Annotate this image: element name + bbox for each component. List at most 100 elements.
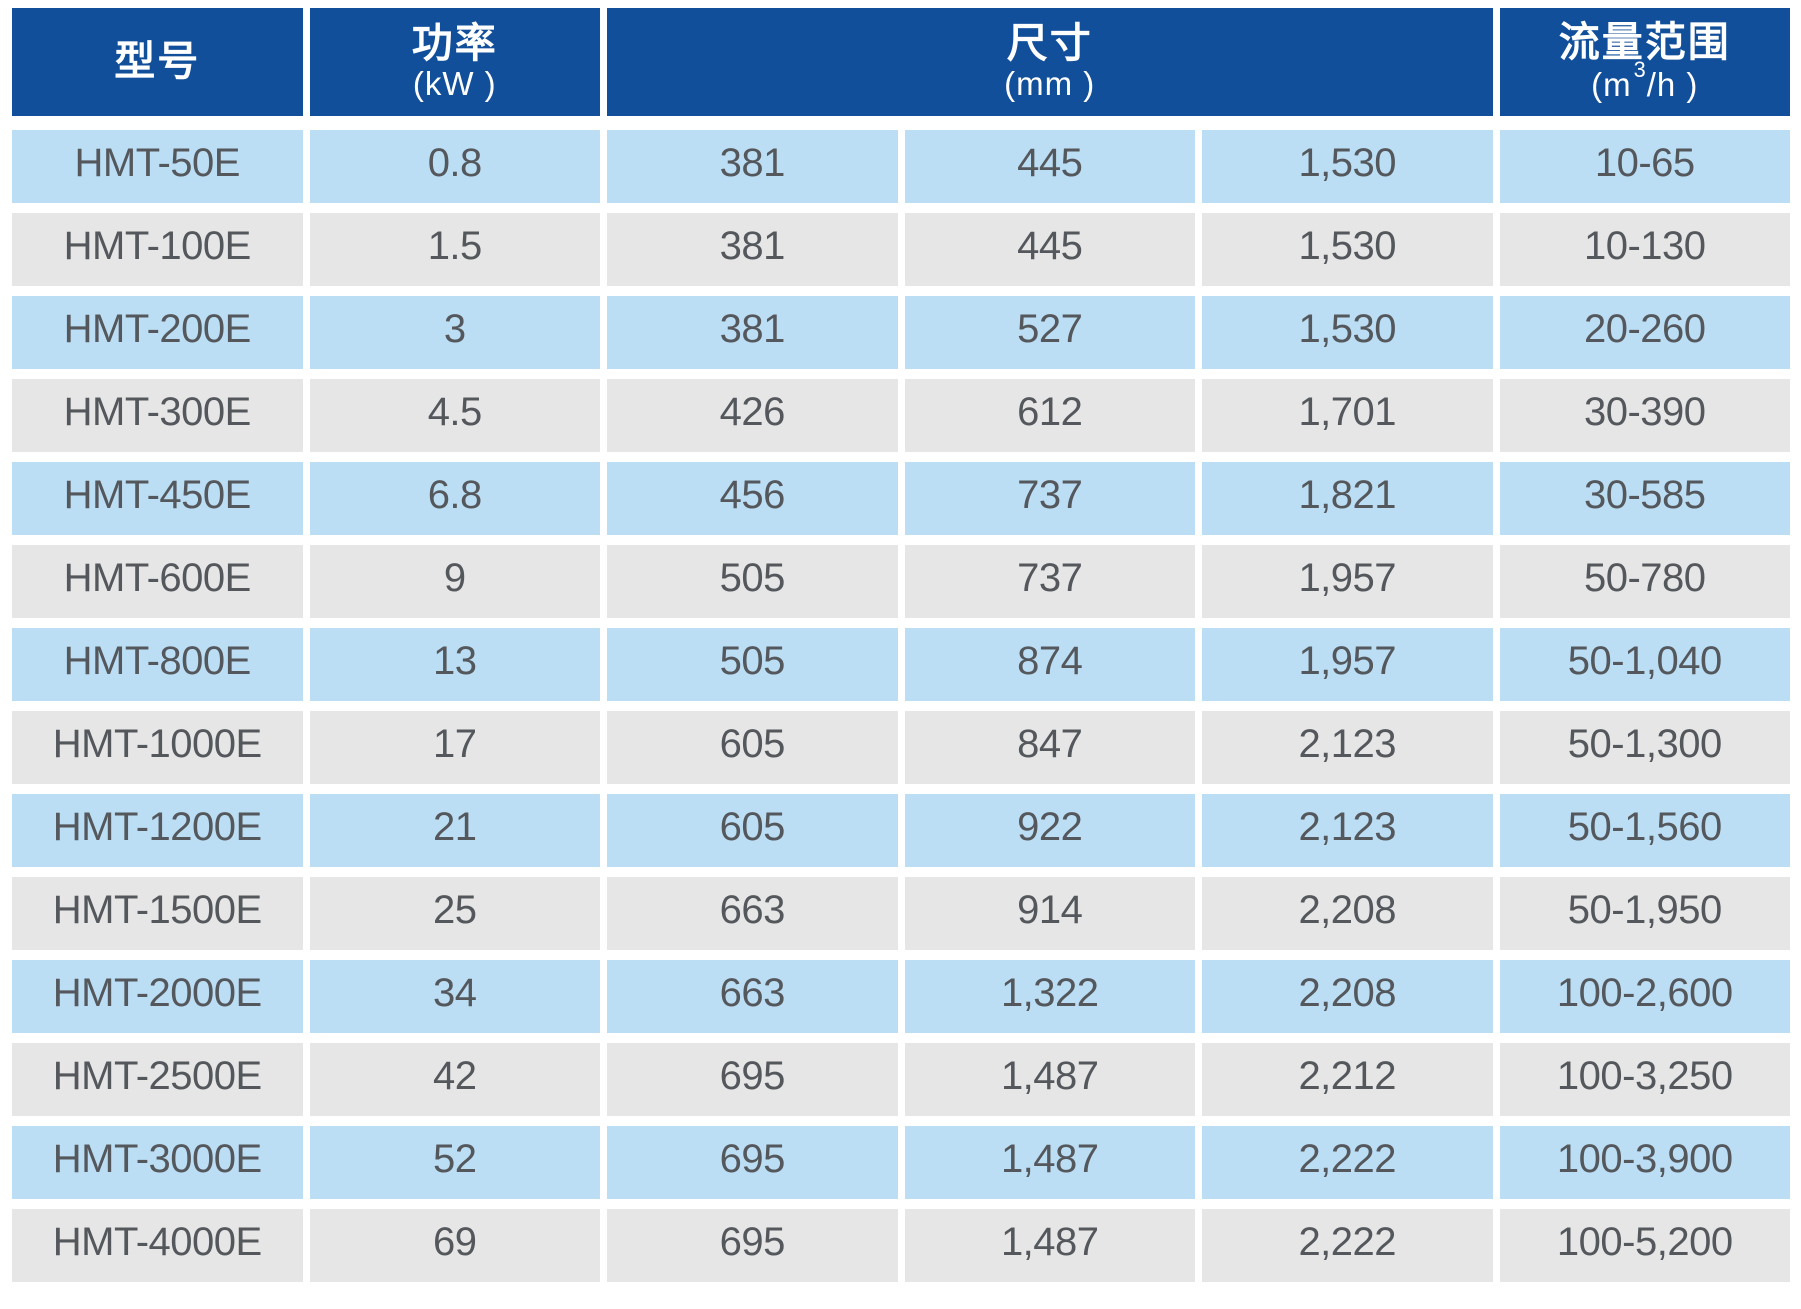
- header-dimensions: 尺寸 (mm ): [607, 8, 1493, 116]
- flow-range-cell: 20-260: [1499, 296, 1790, 369]
- header-flow-range-title: 流量范围: [1558, 18, 1731, 65]
- dim-depth-cell: 445: [904, 213, 1195, 286]
- dim-width-cell: 605: [607, 711, 898, 784]
- header-model: 型号: [12, 8, 303, 116]
- dim-depth-cell: 922: [904, 794, 1195, 867]
- dim-height-cell: 2,123: [1202, 711, 1493, 784]
- dim-height-cell: 2,222: [1202, 1126, 1493, 1199]
- flow-range-cell: 50-780: [1499, 545, 1790, 618]
- dim-height-cell: 2,123: [1202, 794, 1493, 867]
- flow-range-cell: 10-130: [1499, 213, 1790, 286]
- flow-range-cell: 50-1,300: [1499, 711, 1790, 784]
- model-cell: HMT-50E: [12, 130, 303, 203]
- dim-height-cell: 1,530: [1202, 296, 1493, 369]
- flow-range-cell: 50-1,040: [1499, 628, 1790, 701]
- dim-depth-cell: 527: [904, 296, 1195, 369]
- model-cell: HMT-200E: [12, 296, 303, 369]
- model-cell: HMT-600E: [12, 545, 303, 618]
- flow-range-cell: 100-5,200: [1499, 1209, 1790, 1282]
- power-cell: 42: [309, 1043, 600, 1116]
- power-cell: 4.5: [309, 379, 600, 452]
- power-cell: 6.8: [309, 462, 600, 535]
- dim-depth-cell: 737: [904, 545, 1195, 618]
- dim-width-cell: 695: [607, 1209, 898, 1282]
- dim-width-cell: 663: [607, 877, 898, 950]
- flow-range-cell: 10-65: [1499, 130, 1790, 203]
- model-cell: HMT-1500E: [12, 877, 303, 950]
- dim-width-cell: 381: [607, 130, 898, 203]
- power-cell: 21: [309, 794, 600, 867]
- model-cell: HMT-800E: [12, 628, 303, 701]
- dim-width-cell: 505: [607, 628, 898, 701]
- dim-width-cell: 695: [607, 1126, 898, 1199]
- dim-height-cell: 1,530: [1202, 130, 1493, 203]
- power-cell: 13: [309, 628, 600, 701]
- dim-height-cell: 2,212: [1202, 1043, 1493, 1116]
- header-power: 功率 (kW ): [309, 8, 600, 116]
- dim-height-cell: 1,957: [1202, 545, 1493, 618]
- dim-depth-cell: 445: [904, 130, 1195, 203]
- dim-width-cell: 381: [607, 296, 898, 369]
- header-flow-range: 流量范围 (m3/h ): [1499, 8, 1790, 116]
- flow-range-cell: 100-2,600: [1499, 960, 1790, 1033]
- model-cell: HMT-1000E: [12, 711, 303, 784]
- dim-depth-cell: 1,322: [904, 960, 1195, 1033]
- dim-height-cell: 1,701: [1202, 379, 1493, 452]
- flow-range-cell: 50-1,560: [1499, 794, 1790, 867]
- dim-depth-cell: 737: [904, 462, 1195, 535]
- dim-depth-cell: 847: [904, 711, 1195, 784]
- dim-height-cell: 1,957: [1202, 628, 1493, 701]
- dim-height-cell: 2,208: [1202, 960, 1493, 1033]
- dim-width-cell: 381: [607, 213, 898, 286]
- dim-width-cell: 663: [607, 960, 898, 1033]
- header-flow-range-unit: (m3/h ): [1591, 57, 1699, 104]
- power-cell: 0.8: [309, 130, 600, 203]
- model-cell: HMT-450E: [12, 462, 303, 535]
- power-cell: 1.5: [309, 213, 600, 286]
- model-cell: HMT-2000E: [12, 960, 303, 1033]
- header-dimensions-title: 尺寸: [1006, 19, 1093, 66]
- flow-unit-prefix: (m: [1591, 66, 1632, 104]
- model-cell: HMT-4000E: [12, 1209, 303, 1282]
- dim-depth-cell: 612: [904, 379, 1195, 452]
- dim-depth-cell: 1,487: [904, 1209, 1195, 1282]
- dim-depth-cell: 1,487: [904, 1043, 1195, 1116]
- dim-width-cell: 605: [607, 794, 898, 867]
- power-cell: 69: [309, 1209, 600, 1282]
- header-power-title: 功率: [411, 19, 498, 66]
- dim-depth-cell: 1,487: [904, 1126, 1195, 1199]
- dim-width-cell: 505: [607, 545, 898, 618]
- model-cell: HMT-3000E: [12, 1126, 303, 1199]
- power-cell: 25: [309, 877, 600, 950]
- dim-width-cell: 426: [607, 379, 898, 452]
- dim-height-cell: 1,530: [1202, 213, 1493, 286]
- model-cell: HMT-1200E: [12, 794, 303, 867]
- power-cell: 17: [309, 711, 600, 784]
- model-cell: HMT-100E: [12, 213, 303, 286]
- power-cell: 34: [309, 960, 600, 1033]
- flow-range-cell: 100-3,250: [1499, 1043, 1790, 1116]
- flow-range-cell: 50-1,950: [1499, 877, 1790, 950]
- flow-unit-superscript: 3: [1633, 56, 1647, 82]
- power-cell: 3: [309, 296, 600, 369]
- dim-depth-cell: 874: [904, 628, 1195, 701]
- product-spec-table: 型号 功率 (kW ) 尺寸 (mm ) 流量范围 (m3/h ) HMT-50…: [12, 8, 1790, 1282]
- header-power-unit: (kW ): [412, 65, 497, 103]
- table-header-row: 型号 功率 (kW ) 尺寸 (mm ) 流量范围 (m3/h ): [12, 8, 1790, 116]
- power-cell: 9: [309, 545, 600, 618]
- flow-range-cell: 30-585: [1499, 462, 1790, 535]
- dim-height-cell: 2,208: [1202, 877, 1493, 950]
- model-cell: HMT-300E: [12, 379, 303, 452]
- dim-depth-cell: 914: [904, 877, 1195, 950]
- header-model-title: 型号: [114, 38, 201, 85]
- power-cell: 52: [309, 1126, 600, 1199]
- table-body: HMT-50E 0.8 381 445 1,530 10-65 HMT-100E…: [12, 130, 1790, 1282]
- dim-height-cell: 2,222: [1202, 1209, 1493, 1282]
- dim-width-cell: 695: [607, 1043, 898, 1116]
- dim-width-cell: 456: [607, 462, 898, 535]
- flow-range-cell: 100-3,900: [1499, 1126, 1790, 1199]
- model-cell: HMT-2500E: [12, 1043, 303, 1116]
- flow-range-cell: 30-390: [1499, 379, 1790, 452]
- header-dimensions-unit: (mm ): [1004, 65, 1096, 103]
- flow-unit-suffix: /h ): [1646, 66, 1699, 104]
